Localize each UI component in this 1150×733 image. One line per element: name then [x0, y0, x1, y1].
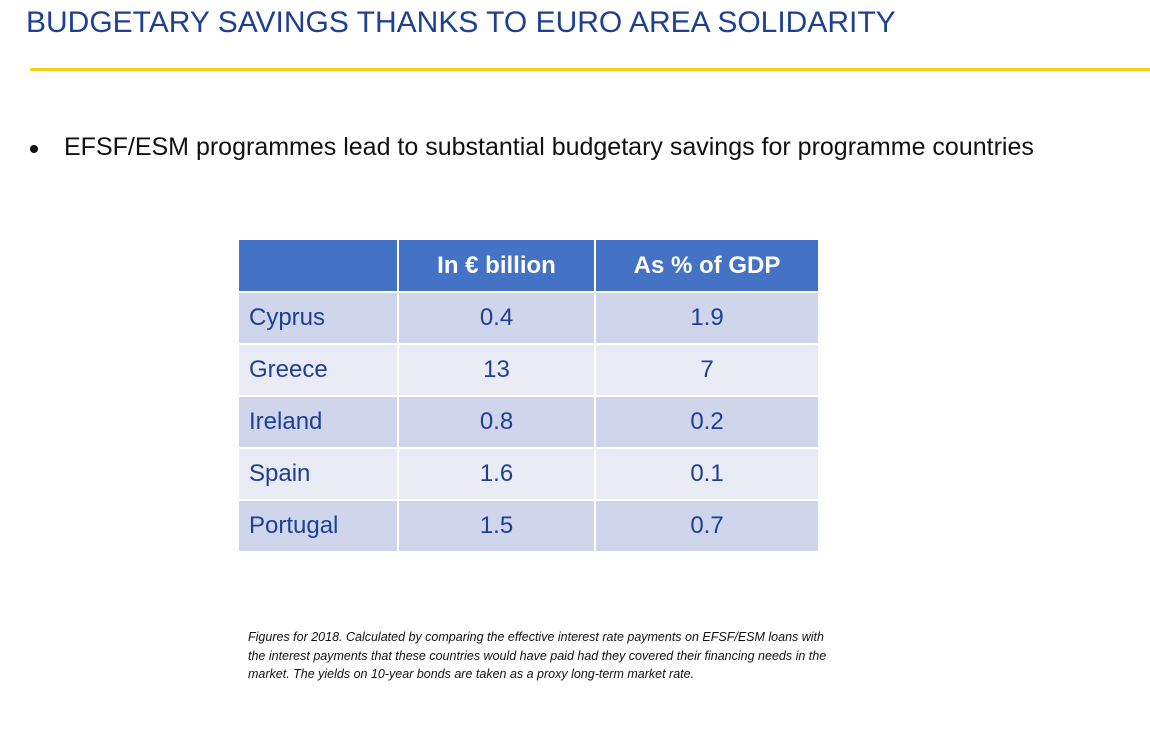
savings-table: In € billion As % of GDP Cyprus 0.4 1.9 …: [237, 238, 820, 553]
country-cell: Cyprus: [237, 291, 399, 345]
gdp-cell: 0.1: [594, 447, 820, 501]
billion-cell: 0.4: [397, 291, 596, 345]
billion-cell: 0.8: [397, 395, 596, 449]
header-country: [237, 238, 399, 293]
country-cell: Greece: [237, 343, 399, 397]
slide-title: BUDGETARY SAVINGS THANKS TO EURO AREA SO…: [26, 6, 896, 39]
table-row: Greece 13 7: [237, 343, 820, 397]
bullet-text: EFSF/ESM programmes lead to substantial …: [64, 133, 1034, 161]
header-billion: In € billion: [397, 238, 596, 293]
bullet-icon: [30, 144, 38, 153]
gdp-cell: 7: [594, 343, 820, 397]
gdp-cell: 0.7: [594, 499, 820, 553]
billion-cell: 13: [397, 343, 596, 397]
table-header-row: In € billion As % of GDP: [237, 238, 820, 293]
footnote: Figures for 2018. Calculated by comparin…: [248, 630, 827, 681]
country-cell: Spain: [237, 447, 399, 501]
bullet-point: EFSF/ESM programmes lead to substantial …: [30, 133, 1034, 162]
table-row: Portugal 1.5 0.7: [237, 499, 820, 553]
table-row: Cyprus 0.4 1.9: [237, 291, 820, 345]
billion-cell: 1.5: [397, 499, 596, 553]
header-gdp: As % of GDP: [594, 238, 820, 293]
gdp-cell: 1.9: [594, 291, 820, 345]
gdp-cell: 0.2: [594, 395, 820, 449]
country-cell: Portugal: [237, 499, 399, 553]
table-row: Ireland 0.8 0.2: [237, 395, 820, 449]
table-row: Spain 1.6 0.1: [237, 447, 820, 501]
title-divider: [30, 68, 1150, 71]
billion-cell: 1.6: [397, 447, 596, 501]
country-cell: Ireland: [237, 395, 399, 449]
